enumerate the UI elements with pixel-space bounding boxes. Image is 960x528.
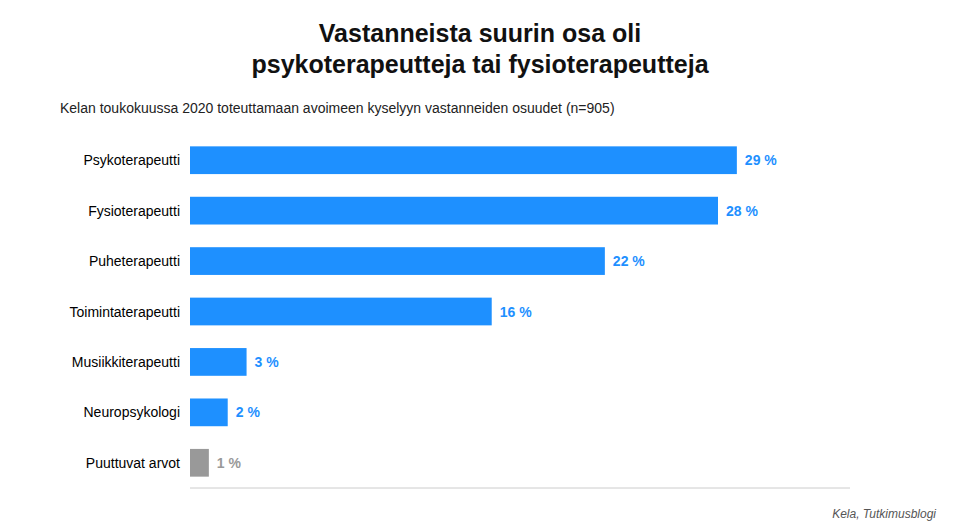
data-label: 16 % xyxy=(500,304,532,320)
chart-title: Vastanneista suurin osa olipsykoterapeut… xyxy=(251,19,709,78)
bar xyxy=(190,348,247,376)
y-tick-label: Fysioterapeutti xyxy=(88,203,180,219)
y-tick-label: Musiikkiterapeutti xyxy=(72,354,180,370)
x-axis-line xyxy=(190,488,850,489)
data-label: 3 % xyxy=(255,354,280,370)
data-label: 29 % xyxy=(745,152,777,168)
data-label: 22 % xyxy=(613,253,645,269)
y-tick-label: Neuropsykologi xyxy=(84,404,181,420)
bars xyxy=(190,146,737,476)
y-tick-label: Toimintaterapeutti xyxy=(69,304,180,320)
source-note: Kela, Tutkimusblogi xyxy=(832,507,936,521)
data-label: 2 % xyxy=(236,404,261,420)
y-tick-label: Puheterapeutti xyxy=(89,253,180,269)
chart-svg: Vastanneista suurin osa olipsykoterapeut… xyxy=(0,0,960,528)
bar xyxy=(190,398,228,426)
bar xyxy=(190,298,492,326)
bar xyxy=(190,197,718,225)
data-label: 1 % xyxy=(217,455,242,471)
chart-subtitle: Kelan toukokuussa 2020 toteuttamaan avoi… xyxy=(60,100,615,116)
y-tick-label: Psykoterapeutti xyxy=(84,152,181,168)
bar xyxy=(190,146,737,174)
y-tick-label: Puuttuvat arvot xyxy=(86,455,180,471)
chart-container: Vastanneista suurin osa olipsykoterapeut… xyxy=(0,0,960,528)
data-label: 28 % xyxy=(726,203,758,219)
background xyxy=(0,0,960,528)
bar xyxy=(190,247,605,275)
bar xyxy=(190,449,209,477)
